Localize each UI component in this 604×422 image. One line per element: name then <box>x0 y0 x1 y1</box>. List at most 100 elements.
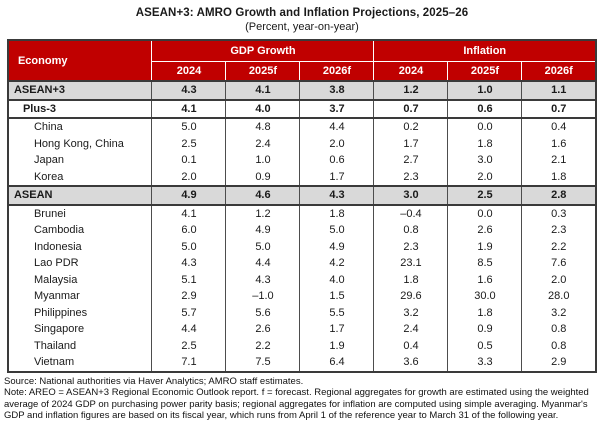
value-cell: 1.9 <box>447 238 523 255</box>
table-row: China 5.0 4.8 4.4 0.2 0.0 0.4 <box>7 118 597 136</box>
value-cell: 0.3 <box>521 204 597 222</box>
value-cell: 0.9 <box>225 168 301 186</box>
inflation-2024-header: 2024 <box>373 61 449 82</box>
table-row: Brunei 4.1 1.2 1.8 –0.4 0.0 0.3 <box>7 204 597 222</box>
economy-cell: Cambodia <box>7 222 153 239</box>
inflation-2025f-header: 2025f <box>447 61 523 82</box>
value-cell: 5.1 <box>151 271 227 288</box>
value-cell: 5.0 <box>151 118 227 136</box>
value-cell: 0.0 <box>447 204 523 222</box>
value-cell: 5.5 <box>299 304 375 321</box>
economy-cell: Japan <box>7 152 153 169</box>
gdp-2025f-header: 2025f <box>225 61 301 82</box>
table-body: ASEAN+3 4.3 4.1 3.8 1.2 1.0 1.1 Plus-3 4… <box>7 80 597 372</box>
projections-table: Economy GDP Growth Inflation 2024 2025f … <box>6 39 598 373</box>
economy-cell: Philippines <box>7 304 153 321</box>
gdp-growth-group-header: GDP Growth <box>151 39 375 62</box>
inflation-group-header: Inflation <box>373 39 597 62</box>
value-cell: 2.3 <box>373 168 449 186</box>
economy-cell: ASEAN+3 <box>7 80 153 101</box>
value-cell: 4.8 <box>225 118 301 136</box>
value-cell: 2.3 <box>521 222 597 239</box>
table-header: Economy GDP Growth Inflation 2024 2025f … <box>7 39 597 82</box>
value-cell: 0.1 <box>151 152 227 169</box>
value-cell: 29.6 <box>373 288 449 305</box>
economy-cell: Korea <box>7 168 153 186</box>
value-cell: 6.4 <box>299 354 375 372</box>
value-cell: 1.8 <box>521 168 597 186</box>
economy-cell: ASEAN <box>7 185 153 206</box>
value-cell: 1.8 <box>447 304 523 321</box>
value-cell: 2.6 <box>225 321 301 338</box>
value-cell: 5.6 <box>225 304 301 321</box>
value-cell: 4.6 <box>225 185 301 206</box>
value-cell: 5.0 <box>151 238 227 255</box>
value-cell: 7.1 <box>151 354 227 372</box>
value-cell: 4.9 <box>299 238 375 255</box>
table-row: Hong Kong, China 2.5 2.4 2.0 1.7 1.8 1.6 <box>7 135 597 152</box>
value-cell: 0.4 <box>373 337 449 354</box>
economy-cell: Thailand <box>7 337 153 354</box>
economy-cell: Myanmar <box>7 288 153 305</box>
footnotes: Source: National authorities via Haver A… <box>4 376 602 422</box>
general-note: Note: AREO = ASEAN+3 Regional Economic O… <box>4 387 589 422</box>
value-cell: 0.6 <box>447 99 523 119</box>
value-cell: 0.2 <box>373 118 449 136</box>
economy-cell: Vietnam <box>7 354 153 372</box>
value-cell: 4.0 <box>299 271 375 288</box>
value-cell: 0.4 <box>521 118 597 136</box>
value-cell: 2.4 <box>225 135 301 152</box>
value-cell: 1.5 <box>299 288 375 305</box>
economy-cell: Indonesia <box>7 238 153 255</box>
value-cell: 1.7 <box>299 168 375 186</box>
gdp-2026f-header: 2026f <box>299 61 375 82</box>
value-cell: 3.3 <box>447 354 523 372</box>
value-cell: 0.8 <box>373 222 449 239</box>
value-cell: 4.1 <box>225 80 301 101</box>
value-cell: 4.9 <box>151 185 227 206</box>
value-cell: 0.7 <box>373 99 449 119</box>
value-cell: 0.6 <box>299 152 375 169</box>
economy-cell: Lao PDR <box>7 255 153 272</box>
value-cell: 0.8 <box>521 321 597 338</box>
value-cell: 4.4 <box>151 321 227 338</box>
value-cell: 2.9 <box>521 354 597 372</box>
table-row: Plus-3 4.1 4.0 3.7 0.7 0.6 0.7 <box>7 99 597 119</box>
value-cell: 3.7 <box>299 99 375 119</box>
value-cell: 2.4 <box>373 321 449 338</box>
value-cell: 0.8 <box>521 337 597 354</box>
value-cell: 3.2 <box>373 304 449 321</box>
value-cell: 2.5 <box>151 337 227 354</box>
value-cell: 1.7 <box>373 135 449 152</box>
value-cell: 4.4 <box>225 255 301 272</box>
table-row: Indonesia 5.0 5.0 4.9 2.3 1.9 2.2 <box>7 238 597 255</box>
value-cell: 3.8 <box>299 80 375 101</box>
value-cell: 1.2 <box>373 80 449 101</box>
value-cell: 23.1 <box>373 255 449 272</box>
value-cell: 8.5 <box>447 255 523 272</box>
table-row: Lao PDR 4.3 4.4 4.2 23.1 8.5 7.6 <box>7 255 597 272</box>
value-cell: 5.7 <box>151 304 227 321</box>
value-cell: 4.0 <box>225 99 301 119</box>
value-cell: 4.1 <box>151 99 227 119</box>
value-cell: –1.0 <box>225 288 301 305</box>
table-row: Thailand 2.5 2.2 1.9 0.4 0.5 0.8 <box>7 337 597 354</box>
value-cell: 5.0 <box>299 222 375 239</box>
value-cell: 2.2 <box>225 337 301 354</box>
table-row: Korea 2.0 0.9 1.7 2.3 2.0 1.8 <box>7 168 597 186</box>
figure-subtitle: (Percent, year-on-year) <box>245 21 359 33</box>
table-row: Cambodia 6.0 4.9 5.0 0.8 2.6 2.3 <box>7 222 597 239</box>
value-cell: 1.0 <box>225 152 301 169</box>
value-cell: 2.3 <box>373 238 449 255</box>
value-cell: 3.2 <box>521 304 597 321</box>
value-cell: 1.9 <box>299 337 375 354</box>
value-cell: 3.0 <box>447 152 523 169</box>
value-cell: 2.8 <box>521 185 597 206</box>
year-header-row: 2024 2025f 2026f 2024 2025f 2026f <box>8 61 597 82</box>
value-cell: 1.0 <box>447 80 523 101</box>
table-row: Japan 0.1 1.0 0.6 2.7 3.0 2.1 <box>7 152 597 169</box>
value-cell: 2.0 <box>299 135 375 152</box>
value-cell: 4.3 <box>151 255 227 272</box>
group-header-row: Economy GDP Growth Inflation <box>7 39 597 82</box>
